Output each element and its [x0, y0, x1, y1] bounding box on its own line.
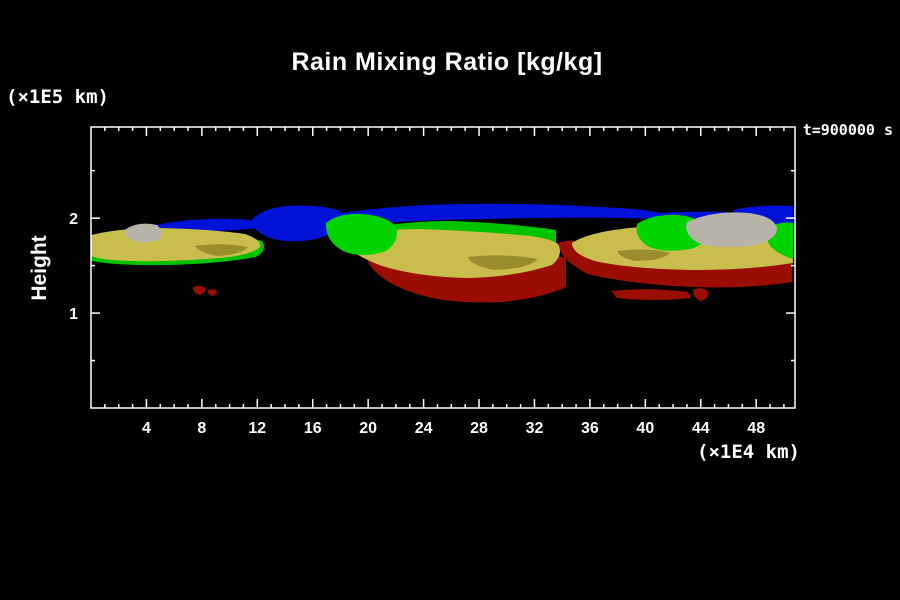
- x-tick-label: 48: [747, 420, 765, 437]
- layer-olive-shade: [195, 244, 670, 270]
- contour-layers: [91, 203, 793, 303]
- chart-title: Rain Mixing Ratio [kg/kg]: [291, 48, 603, 76]
- time-annotation: t=900000 s: [802, 121, 893, 139]
- x-axis-unit-label: (×1E4 km): [697, 441, 800, 463]
- x-tick-label: 40: [636, 420, 654, 437]
- x-tick-label: 32: [526, 420, 544, 437]
- y-tick-label: 2: [69, 211, 78, 228]
- y-axis-unit-label: (×1E5 km): [6, 86, 109, 108]
- x-tick-label: 36: [581, 420, 599, 437]
- x-tick-label: 12: [248, 420, 266, 437]
- x-tick-label: 16: [304, 420, 322, 437]
- x-tick-label: 4: [142, 420, 151, 437]
- x-tick-label: 44: [692, 420, 710, 437]
- axes: [90, 126, 796, 409]
- x-tick-label: 28: [470, 420, 488, 437]
- x-tick-label: 8: [197, 420, 206, 437]
- layer-gray-peak: [124, 212, 777, 247]
- x-tick-label: 20: [359, 420, 377, 437]
- x-tick-label: 24: [415, 420, 433, 437]
- y-tick-label: 1: [69, 306, 78, 323]
